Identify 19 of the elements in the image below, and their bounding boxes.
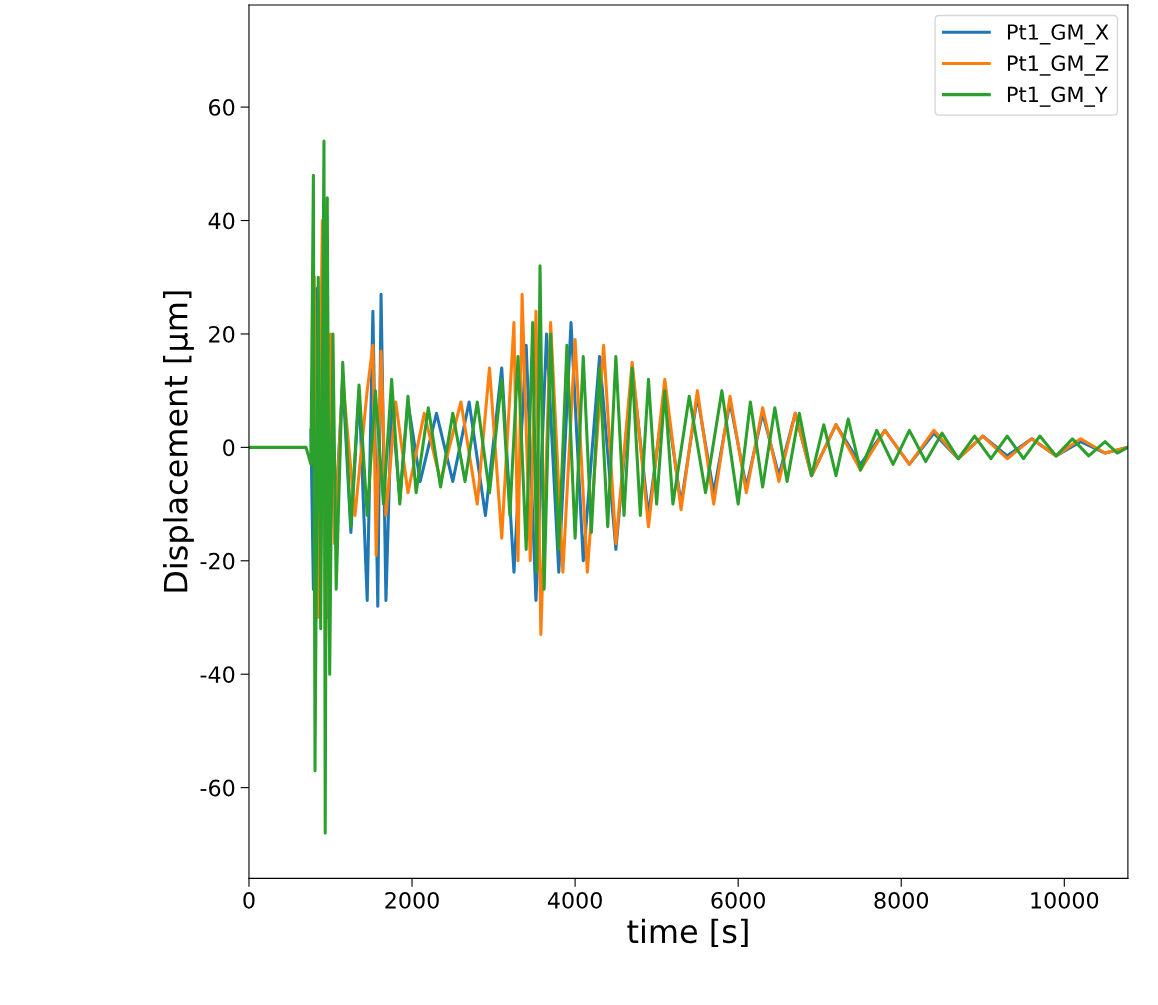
x-tick-label: 0: [243, 891, 255, 909]
y-tick-label: 20: [209, 325, 235, 343]
y-tick-label: -40: [200, 666, 235, 683]
line-series: [248, 139, 1128, 835]
x-tick-label: 4000: [547, 891, 602, 909]
y-tick-label: 40: [208, 212, 235, 230]
x-tick-label: 6000: [711, 891, 765, 909]
y-tick-label: -60: [200, 779, 235, 797]
y-tick-label: 0: [223, 439, 235, 457]
y-tick-label: -20: [200, 552, 235, 570]
x-tick-label: 10000: [1031, 891, 1099, 909]
legend-label: Pt1_GM_Y: [1007, 86, 1108, 107]
x-axis-title: time [s]: [627, 918, 748, 948]
legend-label: Pt1_GM_Z: [1007, 55, 1109, 76]
legend-label: Pt1_GM_X: [1007, 24, 1109, 45]
y-tick-label: 60: [209, 99, 235, 116]
x-tick-label: 8000: [874, 891, 929, 909]
x-tick-label: 2000: [385, 891, 439, 909]
y-axis-title: Displacement [µm]: [163, 291, 194, 592]
